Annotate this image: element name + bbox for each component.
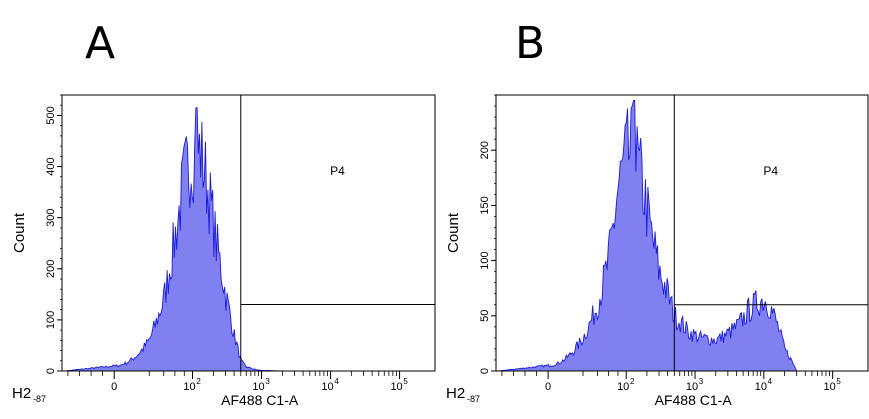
x-tick-label-exponent: 5 [836, 377, 841, 386]
x-axis-label: AF488 C1-A [655, 392, 733, 408]
x-tick-label: 0 [545, 381, 551, 393]
plot-frame-b [495, 94, 869, 372]
corner-label-subscript: -87 [467, 394, 480, 404]
corner-label: H2 [12, 385, 31, 402]
y-axis-label: Count [11, 212, 28, 253]
x-axis-label: AF488 C1-A [221, 392, 299, 408]
x-tick-label-base: 10 [252, 381, 264, 393]
x-tick-label-base: 10 [321, 381, 333, 393]
panel-letter-b: B [515, 18, 545, 69]
y-tick-label: 50 [479, 310, 491, 322]
x-tick-label-base: 10 [183, 381, 195, 393]
histogram-area-b [497, 100, 866, 372]
corner-label: H2 [446, 385, 465, 402]
y-tick-label: 100 [45, 311, 57, 329]
y-tick-label: 150 [479, 196, 491, 214]
y-tick-label: 100 [479, 251, 491, 269]
x-tick-label-exponent: 3 [265, 377, 270, 386]
y-tick-label: 500 [45, 106, 57, 124]
x-tick-label-exponent: 5 [403, 377, 408, 386]
x-tick-label-base: 10 [824, 381, 836, 393]
y-axis-label: Count [445, 212, 462, 253]
x-tick-label-exponent: 3 [699, 377, 704, 386]
y-tick-label: 0 [45, 368, 57, 374]
histogram-area-a [63, 107, 433, 372]
x-tick-label-base: 10 [390, 381, 402, 393]
y-tick-label: 400 [45, 157, 57, 175]
y-tick-label: 200 [45, 260, 57, 278]
x-tick-label-exponent: 4 [768, 377, 773, 386]
panel-letter-a: A [85, 18, 115, 69]
x-tick-label: 0 [111, 381, 117, 393]
x-tick-label-exponent: 2 [630, 377, 635, 386]
y-tick-label: 300 [45, 208, 57, 226]
plot-frame-a [61, 94, 436, 372]
y-tick-label: 200 [479, 141, 491, 159]
x-tick-label-base: 10 [686, 381, 698, 393]
y-tick-label: 0 [479, 368, 491, 374]
x-tick-label-base: 10 [617, 381, 629, 393]
gate-label: P4 [330, 164, 345, 178]
corner-label-subscript: -87 [33, 394, 46, 404]
x-tick-label-exponent: 4 [334, 377, 339, 386]
gate-label: P4 [763, 164, 778, 178]
x-tick-label-exponent: 2 [196, 377, 201, 386]
x-tick-label-base: 10 [755, 381, 767, 393]
